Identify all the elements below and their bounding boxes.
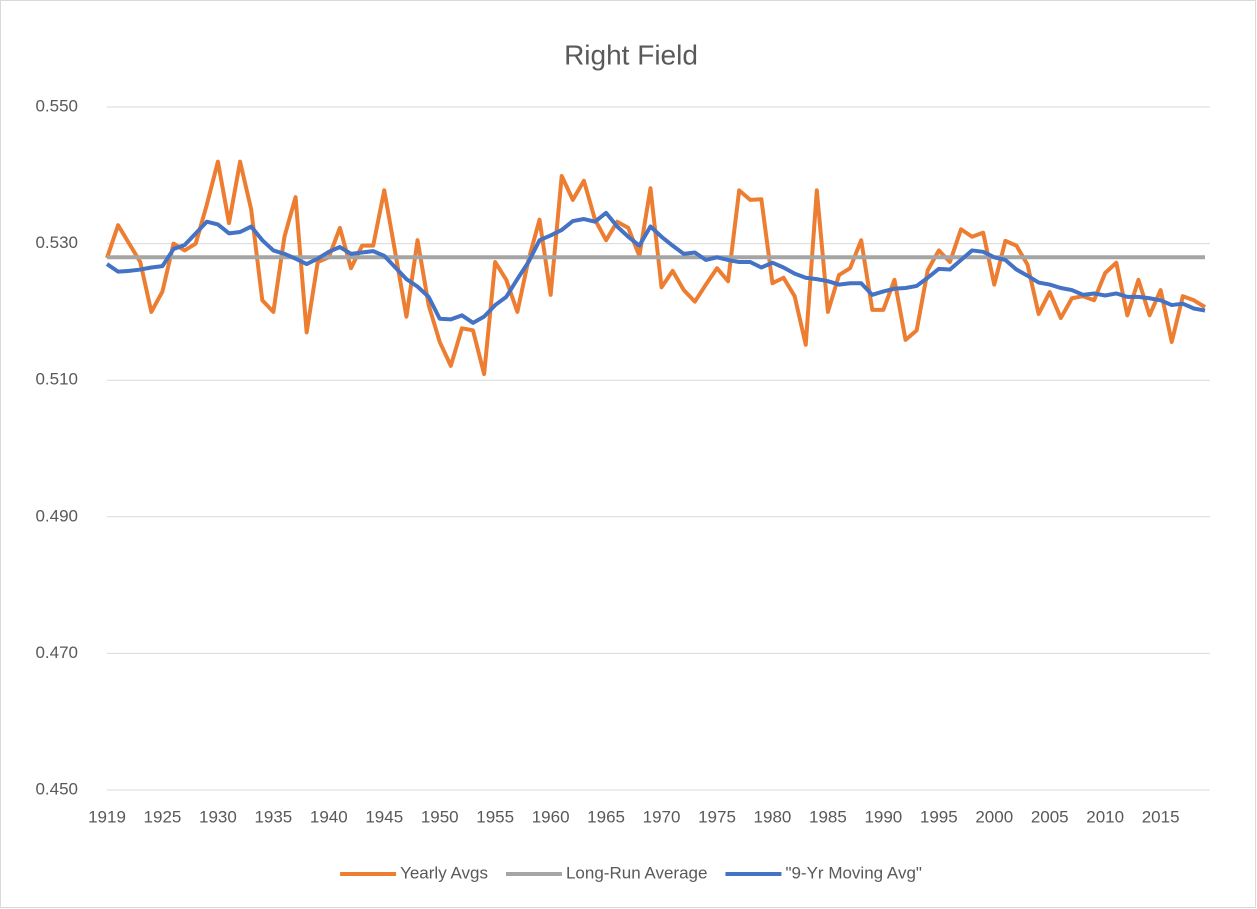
legend: Yearly Avgs Long-Run Average "9-Yr Moving … — [340, 863, 922, 882]
x-tick-label: 1975 — [698, 807, 736, 826]
y-tick-label: 0.450 — [35, 779, 78, 798]
x-tick-label: 1930 — [199, 807, 237, 826]
x-tick-label: 1935 — [254, 807, 292, 826]
y-tick-label: 0.490 — [35, 506, 78, 525]
x-tick-label: 1965 — [587, 807, 625, 826]
y-tick-label: 0.530 — [35, 233, 78, 252]
x-tick-label: 1955 — [476, 807, 514, 826]
x-tick-label: 2015 — [1142, 807, 1180, 826]
x-tick-label: 1960 — [532, 807, 570, 826]
x-tick-label: 1980 — [754, 807, 792, 826]
x-tick-label: 1950 — [421, 807, 459, 826]
legend-label: Long-Run Average — [566, 863, 707, 882]
x-tick-label: 2005 — [1031, 807, 1069, 826]
x-tick-label: 1985 — [809, 807, 847, 826]
x-tick-label: 1970 — [643, 807, 681, 826]
x-tick-label: 1945 — [365, 807, 403, 826]
x-tick-label: 1919 — [88, 807, 126, 826]
x-tick-label: 2000 — [975, 807, 1013, 826]
y-tick-label: 0.470 — [35, 643, 78, 662]
x-tick-label: 2010 — [1086, 807, 1124, 826]
x-tick-label: 1925 — [144, 807, 182, 826]
x-tick-label: 1940 — [310, 807, 348, 826]
x-tick-label: 1990 — [864, 807, 902, 826]
chart-title: Right Field — [564, 39, 698, 70]
y-tick-label: 0.550 — [35, 96, 78, 115]
series-line — [105, 210, 1206, 325]
legend-label: Yearly Avgs — [400, 863, 488, 882]
y-tick-label: 0.510 — [35, 370, 78, 389]
series-line — [105, 159, 1207, 377]
legend-label: "9-Yr Moving Avg" — [785, 863, 921, 882]
x-tick-label: 1995 — [920, 807, 958, 826]
